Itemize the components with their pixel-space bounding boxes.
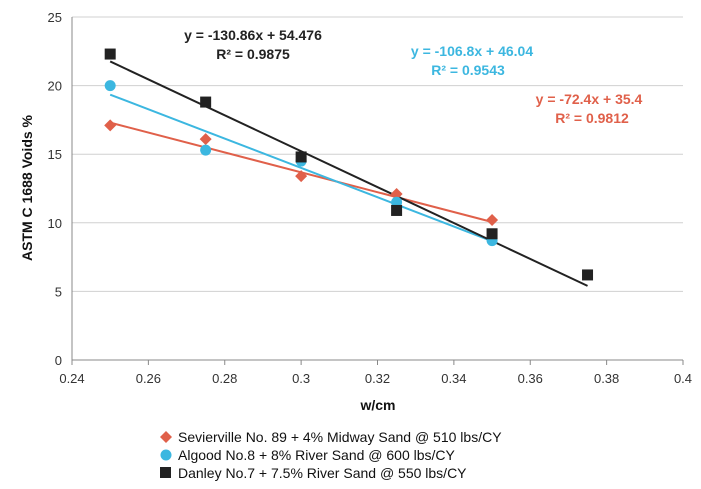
legend-item-algood: Algood No.8 + 8% River Sand @ 600 lbs/CY	[160, 447, 456, 463]
legend-label-sevierville: Sevierville No. 89 + 4% Midway Sand @ 51…	[178, 429, 502, 445]
y-tick-label: 15	[48, 147, 62, 162]
x-tick-label: 0.28	[212, 371, 237, 386]
y-tick-label: 5	[55, 284, 62, 299]
x-tick-label: 0.4	[674, 371, 692, 386]
point-danley-3	[391, 204, 403, 216]
r2-sevierville: R² = 0.9812	[555, 110, 629, 126]
legend-diamond-marker	[160, 431, 172, 443]
y-tick-label: 20	[48, 79, 62, 94]
trendline-danley	[109, 60, 588, 287]
legend-item-danley: Danley No.7 + 7.5% River Sand @ 550 lbs/…	[160, 465, 467, 481]
point-danley-0	[104, 48, 116, 60]
x-tick-label: 0.38	[594, 371, 619, 386]
r2-algood: R² = 0.9543	[431, 62, 505, 78]
equation-danley: y = -130.86x + 54.476	[184, 27, 322, 43]
data-points	[104, 48, 594, 281]
legend-circle-marker	[160, 449, 172, 461]
y-tick-labels: 0 5 10 15 20 25	[48, 10, 62, 368]
point-danley-2	[295, 151, 307, 163]
equation-algood: y = -106.8x + 46.04	[411, 43, 533, 59]
x-tick-label: 0.36	[518, 371, 543, 386]
y-tick-label: 25	[48, 10, 62, 25]
point-sevierville-3	[390, 187, 403, 200]
gridlines	[72, 16, 683, 292]
x-axis-title: w/cm	[359, 397, 395, 413]
point-sevierville-1	[199, 133, 212, 146]
legend: Sevierville No. 89 + 4% Midway Sand @ 51…	[160, 429, 502, 481]
y-tick-label: 0	[55, 353, 62, 368]
axes	[71, 17, 684, 365]
r2-danley: R² = 0.9875	[216, 46, 290, 62]
point-danley-1	[200, 96, 212, 108]
point-danley-4	[486, 228, 498, 240]
legend-square-marker	[160, 467, 171, 478]
point-algood-0	[104, 80, 116, 92]
legend-label-danley: Danley No.7 + 7.5% River Sand @ 550 lbs/…	[178, 465, 467, 481]
point-sevierville-2	[295, 170, 308, 183]
x-tick-label: 0.26	[136, 371, 161, 386]
equation-sevierville: y = -72.4x + 35.4	[536, 91, 643, 107]
point-sevierville-0	[104, 119, 117, 132]
x-tick-label: 0.32	[365, 371, 390, 386]
point-sevierville-4	[486, 214, 499, 227]
point-algood-1	[200, 144, 212, 156]
x-tick-label: 0.34	[441, 371, 466, 386]
y-axis-title: ASTM C 1688 Voids %	[19, 114, 35, 261]
y-tick-label: 10	[48, 216, 62, 231]
point-danley-5	[582, 269, 594, 281]
x-tick-labels: 0.24 0.26 0.28 0.3 0.32 0.34 0.36 0.38 0.4	[59, 371, 692, 386]
legend-item-sevierville: Sevierville No. 89 + 4% Midway Sand @ 51…	[160, 429, 502, 445]
trendline-algood	[109, 93, 493, 243]
legend-label-algood: Algood No.8 + 8% River Sand @ 600 lbs/CY	[178, 447, 456, 463]
x-tick-label: 0.3	[292, 371, 310, 386]
x-tick-label: 0.24	[59, 371, 84, 386]
